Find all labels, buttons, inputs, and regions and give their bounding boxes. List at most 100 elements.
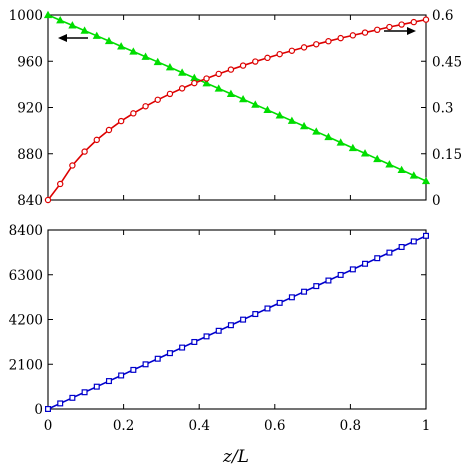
top-series-0-point [263, 105, 272, 114]
top-series-1-point [361, 29, 369, 36]
bottom-series-0-point [57, 400, 64, 407]
top-series-0-point [43, 10, 53, 19]
top-series-1-point [276, 50, 283, 58]
top-series-1-point [337, 34, 344, 42]
bottom-series-0-point [349, 266, 356, 273]
x-tick-label: 1 [422, 418, 431, 434]
bottom-series-0-point [240, 316, 247, 323]
bottom-series-0-point [118, 372, 125, 379]
top-series-0-point [324, 132, 333, 141]
top-series-0-point [421, 176, 431, 185]
top-series-0-point [360, 149, 370, 157]
top-series-0-point [226, 89, 235, 97]
top-series-0-point [409, 171, 418, 179]
top-series-1-point [325, 38, 332, 45]
bottom-series-0-point [252, 311, 259, 318]
top-series-1-point [130, 110, 137, 117]
top-y2-tick-label: 0 [432, 193, 441, 209]
top-series-1-point [422, 16, 430, 23]
x-tick-label: 0 [44, 418, 53, 434]
top-series-1-point [69, 162, 76, 169]
bottom-series-0-point [325, 277, 332, 284]
top-series-0-point [336, 138, 345, 146]
top-y-tick-label: 880 [17, 147, 43, 163]
top-y2-tick-label: 0.15 [432, 147, 462, 163]
bottom-y-tick-label: 2100 [9, 357, 43, 373]
bottom-series-0-point [93, 383, 100, 390]
bottom-series-0-point [154, 355, 161, 362]
top-series-0-point [68, 21, 77, 29]
bottom-series-0-point [276, 299, 283, 306]
bottom-y-tick-label: 0 [34, 402, 43, 418]
arrow-left-icon [58, 34, 88, 42]
bottom-series-0-point [81, 389, 88, 396]
top-series-1-point [398, 21, 405, 28]
top-series-1-point [166, 90, 174, 98]
top-series-0-point [275, 111, 284, 119]
bottom-series-0-point [166, 350, 173, 357]
top-series-1-point [178, 85, 186, 92]
top-series-1-point [239, 62, 247, 69]
bottom-series-0-point [301, 288, 308, 295]
top-y-tick-label: 960 [17, 54, 43, 70]
top-series-1-point [191, 79, 198, 87]
top-series-1-point [313, 41, 320, 48]
top-series-1-point [288, 47, 296, 54]
bottom-series-0-point [398, 244, 405, 251]
top-series-0-point [202, 78, 211, 87]
top-series-1-point [93, 136, 100, 144]
bottom-series-0-point [423, 232, 430, 239]
bottom-series-0-point [105, 378, 112, 385]
bottom-series-0-point [313, 283, 320, 290]
top-y2-tick-label: 0.6 [432, 8, 453, 24]
bottom-series-0-point [44, 406, 51, 413]
top-series-0-point [312, 127, 321, 135]
bottom-series-0-point [386, 249, 393, 256]
x-tick-label: 0.4 [188, 418, 209, 434]
top-series-1-point [44, 196, 52, 204]
x-tick-label: 0.2 [113, 418, 134, 434]
top-series-0-point [92, 31, 101, 39]
top-series-0-point [104, 36, 114, 45]
top-series-1-point [410, 18, 417, 26]
top-y-tick-label: 840 [17, 193, 43, 209]
top-y2-tick-label: 0.45 [432, 54, 462, 70]
bottom-series-0-point [215, 327, 222, 334]
bottom-series-0-point [374, 255, 381, 262]
top-series-1-point [300, 44, 308, 51]
top-series-1-point [117, 117, 125, 125]
bottom-series-0-point [410, 238, 417, 245]
top-series-0-point [117, 42, 126, 50]
top-series-1-point [154, 96, 161, 103]
top-series-1-point [57, 180, 64, 188]
top-series-0-point [251, 100, 260, 108]
x-tick-label: 0.6 [264, 418, 285, 434]
top-series-0-point [397, 165, 406, 174]
top-series-1-line [47, 18, 427, 201]
top-y-tick-label: 1000 [9, 8, 43, 24]
top-series-1-point [142, 103, 149, 110]
top-series-1-point [215, 70, 222, 78]
bottom-y-tick-label: 8400 [9, 223, 43, 239]
bottom-series-0-point [179, 344, 186, 351]
top-series-1-point [386, 23, 393, 31]
top-series-0-point [299, 121, 309, 130]
bottom-series-0-point [362, 260, 369, 267]
top-series-0-point [80, 26, 89, 34]
bottom-series-0-line [47, 235, 427, 410]
top-series-0-point [373, 154, 382, 163]
arrow-right-icon [384, 27, 416, 35]
bottom-series-0-point [142, 361, 149, 368]
top-series-1-point [374, 26, 381, 33]
bottom-series-0-point [337, 271, 344, 278]
top-y-tick-label: 920 [17, 101, 43, 117]
bottom-series-0-point [264, 305, 271, 312]
bottom-y-tick-label: 4200 [9, 313, 43, 329]
top-series-0-point [214, 84, 223, 92]
bottom-series-0-point [130, 366, 137, 373]
bottom-series-0-point [203, 333, 210, 340]
top-series-0-point [348, 143, 357, 152]
top-series-0-point [239, 94, 248, 103]
top-series-1-point [81, 148, 88, 155]
